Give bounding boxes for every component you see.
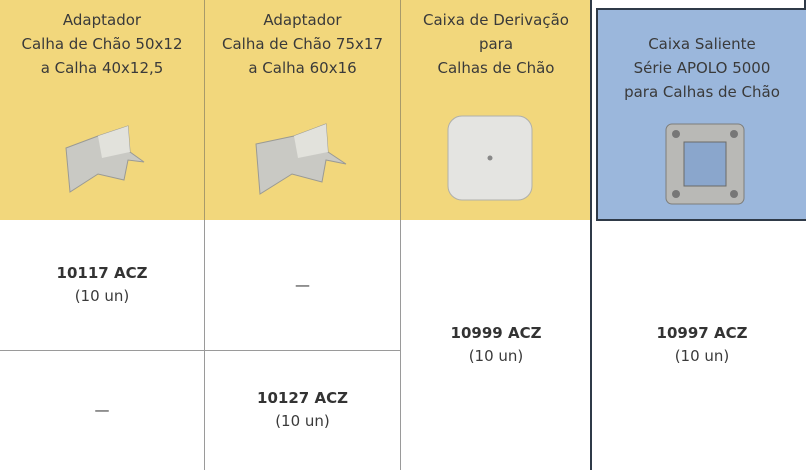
body-cell: — [0,350,205,470]
header-cell: Caixa de Derivação para Calhas de Chão [401,0,591,220]
header-line: Caixa de Derivação [423,11,569,29]
product-code: 10997 ACZ [656,324,748,342]
product-qty: (10 un) [468,347,524,365]
header-line: Calha de Chão 50x12 [21,35,183,53]
body-cell: 10997 ACZ (10 un) [598,220,806,470]
product-code: 10127 ACZ [257,389,348,407]
header-line: a Calha 60x16 [248,59,357,77]
header-cell: Adaptador Calha de Chão 50x12 a Calha 40… [0,0,205,220]
body-cell: 10117 ACZ (10 un) [0,220,205,350]
body-cell: 10127 ACZ (10 un) [205,350,401,470]
header-line: Série APOLO 5000 [633,59,771,77]
header-line: para Calhas de Chão [624,83,780,101]
product-code: 10117 ACZ [56,264,148,282]
product-image [665,123,745,205]
body-cell: — [205,220,401,350]
header-line: Caixa Saliente [648,35,756,53]
product-qty: (10 un) [74,287,130,305]
product-image [65,125,145,193]
dash: — [295,275,310,294]
section-divider [804,0,806,10]
product-qty: (10 un) [674,347,730,365]
section-divider [590,0,592,470]
header-line: a Calha 40x12,5 [40,59,164,77]
header-line: Adaptador [62,11,142,29]
header-line: Calha de Chão 75x17 [222,35,383,53]
body-cell: 10999 ACZ (10 un) [401,220,591,470]
product-qty: (10 un) [275,412,330,430]
product-image [447,115,533,201]
product-code: 10999 ACZ [450,324,542,342]
row-divider [0,350,401,351]
header-line: Adaptador [263,11,342,29]
header-cell: Adaptador Calha de Chão 75x17 a Calha 60… [205,0,401,220]
dash: — [94,400,110,419]
product-image [255,123,347,195]
header-line: Calhas de Chão [437,59,555,77]
header-line: para [478,35,514,53]
